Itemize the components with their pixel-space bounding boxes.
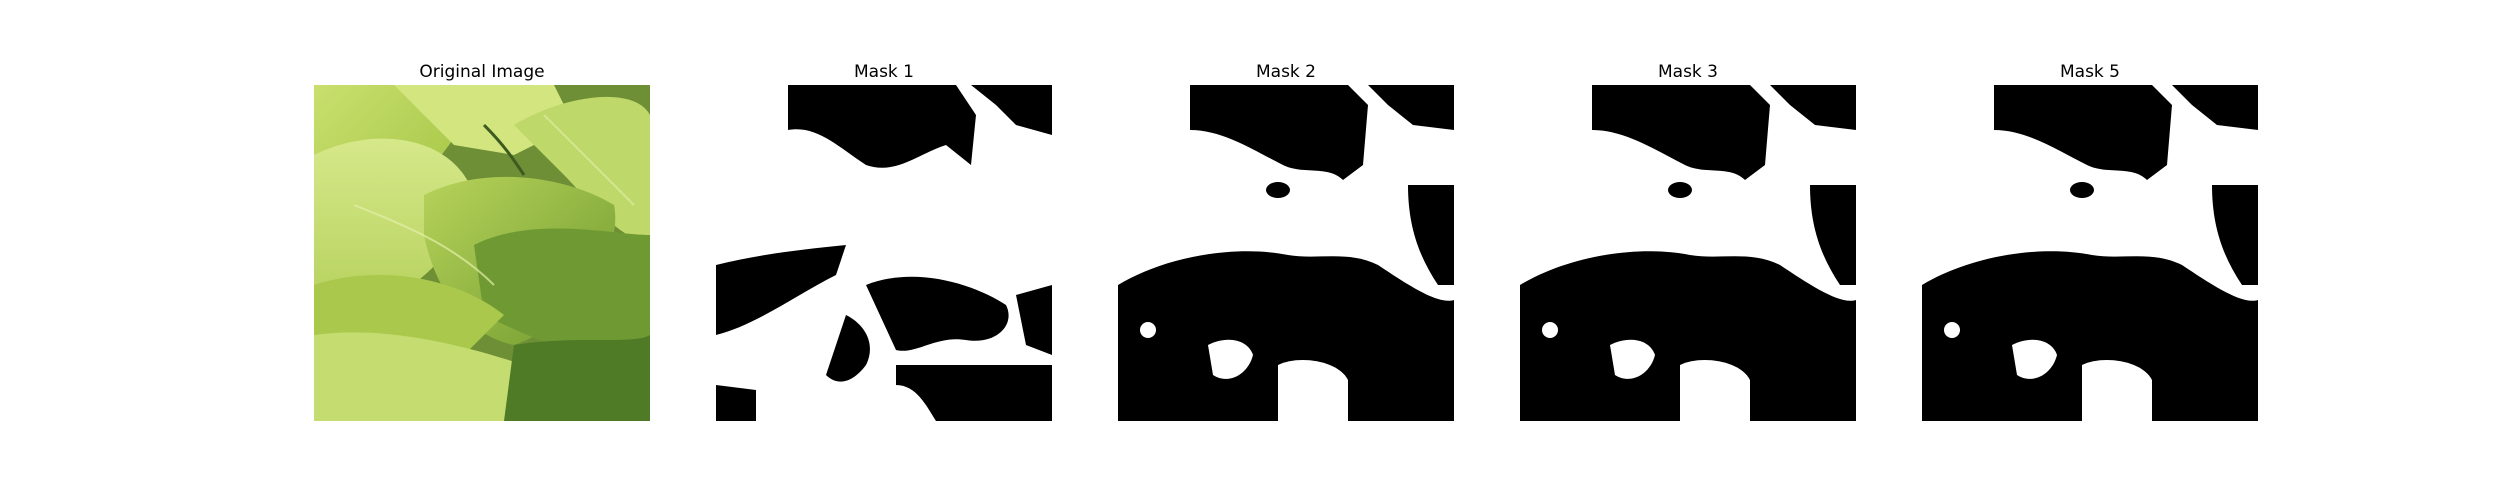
panel-mask-5: Mask 5 [1922, 60, 2258, 421]
panel-title: Mask 3 [1657, 62, 1718, 82]
leaf-photo [314, 85, 650, 421]
mask-5 [1922, 85, 2258, 421]
panel-mask-2: Mask 2 [1118, 60, 1454, 421]
mask-3 [1520, 85, 1856, 421]
mask-1 [716, 85, 1052, 421]
panel-mask-3: Mask 3 [1520, 60, 1856, 421]
panel-mask-1: Mask 1 [716, 60, 1052, 421]
panel-title: Mask 2 [1255, 62, 1316, 82]
mask-5-image [1922, 85, 2258, 421]
panel-title: Mask 5 [2059, 62, 2120, 82]
panel-title: Original Image [419, 62, 545, 82]
mask-2-image [1118, 85, 1454, 421]
panel-original-image: Original Image [314, 60, 650, 421]
panel-title: Mask 1 [853, 62, 914, 82]
mask-3-image [1520, 85, 1856, 421]
mask-2 [1118, 85, 1454, 421]
original-image [314, 85, 650, 421]
mask-1-image [716, 85, 1052, 421]
